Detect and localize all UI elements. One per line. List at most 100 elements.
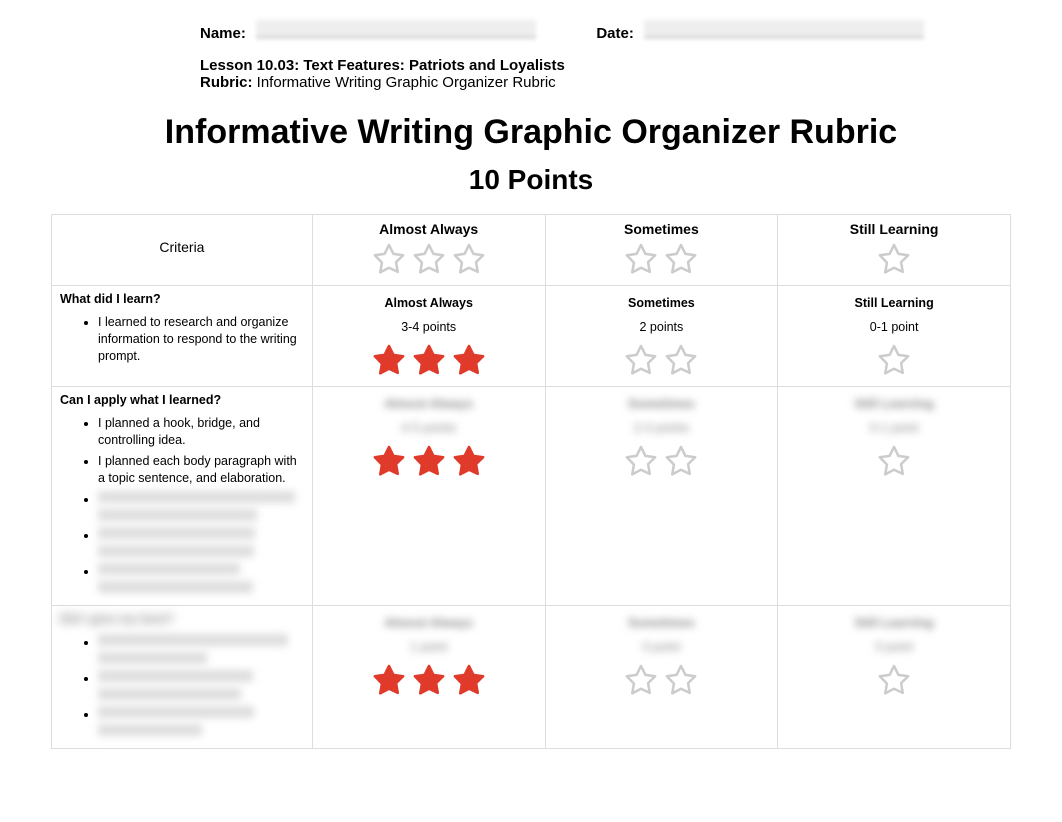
rubric-table: Criteria Almost Always Sometimes Still L… (51, 214, 1011, 749)
star-icon (622, 662, 660, 700)
criteria-bullet: I planned a hook, bridge, and controllin… (98, 415, 304, 449)
still-label: Still Learning (786, 397, 1002, 411)
star-icon (410, 241, 448, 279)
almost-cell: Almost Always3-4 points (312, 286, 545, 387)
almost-label: Almost Always (321, 616, 537, 630)
criteria-question: What did I learn? (60, 292, 304, 306)
star-icon (622, 342, 660, 380)
sometimes-header: Sometimes (545, 215, 778, 286)
header-area: Name: Date: Lesson 10.03: Text Features:… (40, 20, 1022, 91)
star-icon (370, 662, 408, 700)
criteria-bullet: I planned each body paragraph with a top… (98, 453, 304, 487)
star-icon (370, 342, 408, 380)
star-icon (662, 342, 700, 380)
criteria-bullet: I learned to research and organize infor… (98, 314, 304, 365)
almost-label: Almost Always (321, 296, 537, 310)
star-icon (370, 443, 408, 481)
almost-label: Almost Always (321, 397, 537, 411)
criteria-bullet-blurred (98, 706, 304, 736)
criteria-bullet-blurred (98, 491, 304, 521)
criteria-cell: What did I learn? I learned to research a… (52, 286, 313, 387)
star-icon (875, 662, 913, 700)
star-icon (450, 443, 488, 481)
still-header: Still Learning (778, 215, 1011, 286)
sometimes-points: 2-3 points (554, 421, 770, 435)
almost-stars (321, 662, 537, 700)
table-row: Can I apply what I learned? I planned a h… (52, 387, 1011, 606)
star-icon (875, 443, 913, 481)
document-page: Name: Date: Lesson 10.03: Text Features:… (0, 0, 1062, 769)
name-date-row: Name: Date: (200, 20, 962, 43)
still-cell: Still Learning 0-1 point (778, 286, 1011, 387)
page-subtitle: 10 Points (40, 164, 1022, 196)
rubric-label: Rubric: (200, 74, 253, 91)
criteria-bullet-blurred (98, 527, 304, 557)
lesson-title: Lesson 10.03: Text Features: Patriots an… (200, 57, 962, 74)
sometimes-stars (554, 342, 770, 380)
criteria-question: Can I apply what I learned? (60, 393, 304, 407)
date-input-line[interactable] (644, 20, 924, 38)
star-icon (370, 241, 408, 279)
almost-cell: Almost Always 4-5 points (312, 387, 545, 606)
still-stars (786, 443, 1002, 481)
still-header-stars (786, 241, 1002, 279)
sometimes-cell: Sometimes 2 points (545, 286, 778, 387)
star-icon (662, 443, 700, 481)
table-row: What did I learn? I learned to research a… (52, 286, 1011, 387)
star-icon (450, 662, 488, 700)
almost-points: 1 point (321, 640, 537, 654)
still-cell: Still Learning0-1 point (778, 387, 1011, 606)
sometimes-points: 0 point (554, 640, 770, 654)
criteria-question: Did I give my best? (60, 612, 304, 626)
sometimes-points: 2 points (554, 320, 770, 334)
sometimes-cell: Sometimes 0 point (545, 605, 778, 748)
almost-stars (321, 443, 537, 481)
still-header-label: Still Learning (786, 221, 1002, 237)
rubric-thead: Criteria Almost Always Sometimes Still L… (52, 215, 1011, 286)
star-icon (875, 241, 913, 279)
rubric-tbody: What did I learn? I learned to research a… (52, 286, 1011, 749)
still-points: 0-1 point (786, 320, 1002, 334)
still-stars (786, 342, 1002, 380)
sometimes-label: Sometimes (554, 397, 770, 411)
criteria-bullets: I learned to research and organize infor… (60, 314, 304, 365)
star-icon (662, 241, 700, 279)
still-label: Still Learning (786, 616, 1002, 630)
rubric-line: Rubric: Informative Writing Graphic Orga… (200, 74, 962, 91)
still-label: Still Learning (786, 296, 1002, 310)
star-icon (450, 342, 488, 380)
criteria-bullets: I planned a hook, bridge, and controllin… (60, 415, 304, 593)
sometimes-label: Sometimes (554, 296, 770, 310)
almost-header: Almost Always (312, 215, 545, 286)
sometimes-label: Sometimes (554, 616, 770, 630)
criteria-bullet-blurred (98, 670, 304, 700)
header-row: Criteria Almost Always Sometimes Still L… (52, 215, 1011, 286)
almost-header-stars (321, 241, 537, 279)
almost-stars (321, 342, 537, 380)
criteria-bullets (60, 634, 304, 736)
still-points: 0 point (786, 640, 1002, 654)
name-label: Name: (200, 25, 246, 42)
table-row: Did I give my best?Almost Always1 point … (52, 605, 1011, 748)
criteria-cell: Can I apply what I learned? I planned a h… (52, 387, 313, 606)
star-icon (622, 241, 660, 279)
criteria-bullet-blurred (98, 634, 304, 664)
still-stars (786, 662, 1002, 700)
almost-points: 4-5 points (321, 421, 537, 435)
star-icon (662, 662, 700, 700)
sometimes-header-stars (554, 241, 770, 279)
almost-header-label: Almost Always (321, 221, 537, 237)
star-icon (875, 342, 913, 380)
star-icon (450, 241, 488, 279)
star-icon (410, 443, 448, 481)
date-field-group: Date: (596, 20, 924, 43)
date-label: Date: (596, 25, 634, 42)
sometimes-header-label: Sometimes (554, 221, 770, 237)
name-input-line[interactable] (256, 20, 536, 38)
sometimes-stars (554, 443, 770, 481)
still-cell: Still Learning 0 point (778, 605, 1011, 748)
star-icon (410, 662, 448, 700)
sometimes-stars (554, 662, 770, 700)
criteria-cell: Did I give my best? (52, 605, 313, 748)
star-icon (410, 342, 448, 380)
